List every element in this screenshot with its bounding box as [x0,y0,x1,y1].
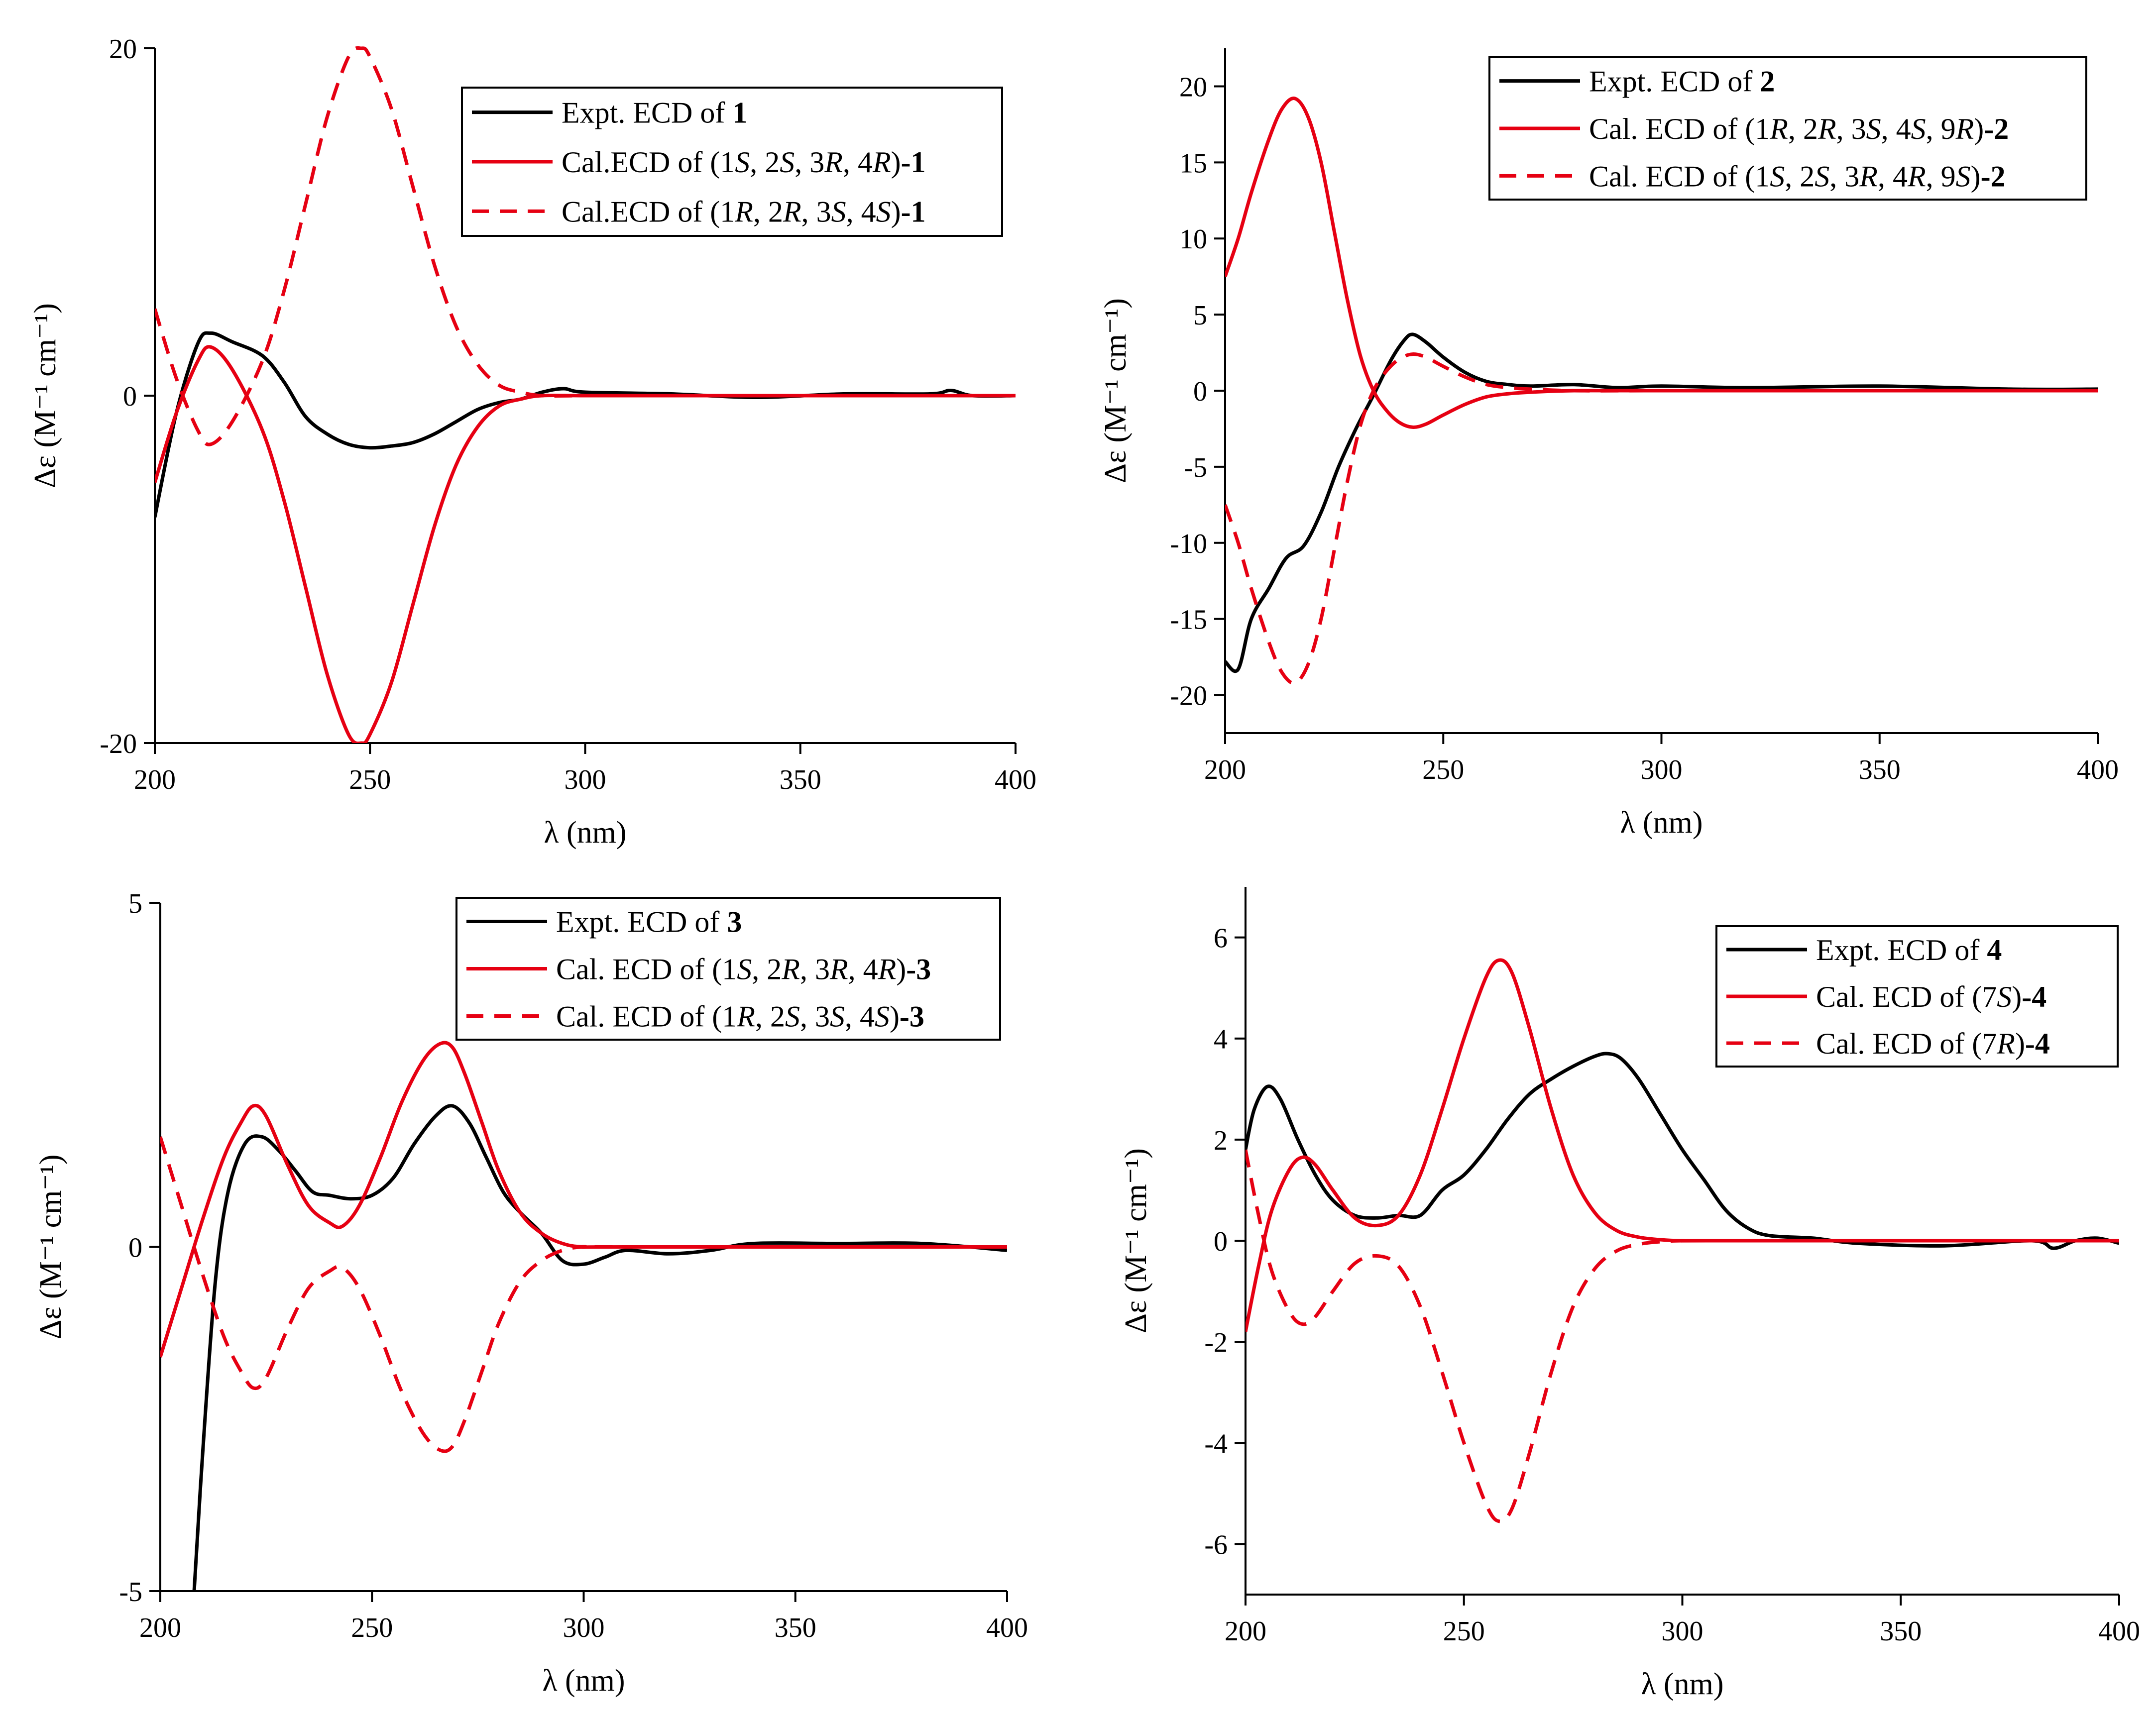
y-tick-label: 6 [1214,923,1228,954]
legend-label: Expt. ECD of 3 [556,906,742,939]
series-line-expt [1225,332,2098,673]
y-tick-label: -10 [1170,529,1207,559]
y-axis-label: Δε (M⁻¹ cm⁻¹) [1119,1148,1153,1333]
x-axis-label: λ (nm) [544,816,626,850]
x-axis-label: λ (nm) [1641,1667,1723,1701]
y-tick-label: 5 [1193,300,1207,331]
legend-box [1488,56,2087,201]
legend-label: Cal.ECD of (1R, 2R, 3S, 4S)-1 [562,195,926,228]
legend-label: Cal.ECD of (1S, 2S, 3R, 4R)-1 [562,146,926,179]
y-axis-label: Δε (M⁻¹ cm⁻¹) [1099,298,1133,483]
x-tick-label: 250 [349,764,391,795]
legend-label: Cal. ECD of (1R, 2R, 3S, 4S, 9R)-2 [1589,112,2009,145]
x-axis-label: λ (nm) [1620,806,1702,840]
legend-label: Expt. ECD of 2 [1589,65,1775,98]
x-tick-label: 350 [1880,1616,1922,1647]
x-tick-label: 200 [134,764,176,795]
y-tick-label: -6 [1204,1529,1228,1560]
legend: Expt. ECD of 3 Cal. ECD of (1S, 2R, 3R, 4… [455,897,1001,1041]
legend-label: Cal. ECD of (1S, 2R, 3R, 4R)-3 [556,953,931,986]
x-tick-label: 250 [351,1612,393,1643]
x-axis-label: λ (nm) [542,1664,625,1698]
y-tick-label: 2 [1214,1125,1228,1156]
y-tick-label: -5 [119,1577,142,1608]
series-line-calc-dashed [1225,352,2098,685]
series-line-calc-solid [155,345,1016,743]
legend: Expt. ECD of 1 Cal.ECD of (1S, 2S, 3R, 4R… [461,87,1003,237]
y-tick-label: 0 [128,1233,142,1264]
y-axis-label: Δε (M⁻¹ cm⁻¹) [28,303,62,488]
y-tick-label: -2 [1204,1327,1228,1358]
x-tick-label: 300 [563,1612,605,1643]
x-tick-label: 400 [995,764,1036,795]
y-tick-label: 0 [123,381,137,412]
legend: Expt. ECD of 2 Cal. ECD of (1R, 2R, 3S, 4… [1488,56,2087,201]
chart-panel-1: 200 250 300 350 400 -20 0 20 λ (nm) Δε (M⁻¹ cm⁻¹)… [28,34,1036,850]
y-tick-label: 0 [1214,1226,1228,1257]
y-tick-label: 4 [1214,1024,1228,1055]
legend-label: Cal. ECD of (1R, 2S, 3S, 4S)-3 [556,1000,924,1033]
series-line-calc-dashed [155,46,1016,446]
y-tick-label: 0 [1193,376,1207,407]
legend-label: Expt. ECD of 1 [562,97,747,129]
x-tick-label: 200 [139,1612,181,1643]
x-tick-label: 300 [1641,754,1683,785]
legend-label: Cal. ECD of (7R)-4 [1816,1027,2050,1060]
y-tick-label: 20 [1179,72,1207,103]
x-tick-label: 400 [2077,754,2119,785]
chart-panel-3: 200 250 300 350 400 5 0 -5 λ (nm) Δε (M⁻¹ cm⁻¹) Ex… [34,888,1028,1698]
legend-label: Expt. ECD of 4 [1816,934,2002,966]
y-axis-label: Δε (M⁻¹ cm⁻¹) [34,1155,68,1340]
y-tick-label: -20 [1170,681,1207,712]
legend: Expt. ECD of 4 Cal. ECD of (7S)-4 Cal. ECD… [1715,925,2119,1068]
y-tick-label: 20 [109,34,137,65]
y-tick-label: -15 [1170,605,1207,636]
x-tick-label: 400 [986,1612,1028,1643]
series-line-calc-dashed [160,1136,1007,1453]
series-line-calc-dashed [1246,1149,2119,1523]
series-line-expt [155,331,1016,518]
y-tick-label: -5 [1184,452,1207,483]
x-tick-label: 300 [1662,1616,1703,1647]
series-line-expt [1246,1052,2119,1250]
series-line-calc-solid [160,1041,1007,1358]
x-tick-label: 250 [1443,1616,1485,1647]
y-tick-label: 15 [1179,148,1207,179]
x-tick-label: 400 [2098,1616,2140,1647]
x-tick-label: 200 [1204,754,1246,785]
x-tick-label: 350 [780,764,821,795]
series-line-expt [192,1104,1007,1591]
x-tick-label: 350 [1859,754,1901,785]
chart-panel-4: 200 250 300 350 400 6 4 2 0 -2 -4 -6 λ (nm) Δε (M⁻¹ c… [1119,887,2140,1701]
x-tick-label: 250 [1422,754,1464,785]
x-tick-label: 350 [775,1612,816,1643]
y-tick-label: 5 [128,888,142,919]
chart-panel-2: 200 250 300 350 400 20 15 10 5 0 -5 -10 -15 -20 λ (nm)… [1099,48,2119,840]
x-tick-label: 200 [1225,1616,1266,1647]
legend-label: Cal. ECD of (1S, 2S, 3R, 4R, 9S)-2 [1589,160,2006,193]
y-tick-label: -4 [1204,1428,1228,1459]
legend-label: Cal. ECD of (7S)-4 [1816,980,2046,1013]
y-tick-label: -20 [100,729,137,759]
y-tick-label: 10 [1179,224,1207,255]
x-tick-label: 300 [565,764,606,795]
